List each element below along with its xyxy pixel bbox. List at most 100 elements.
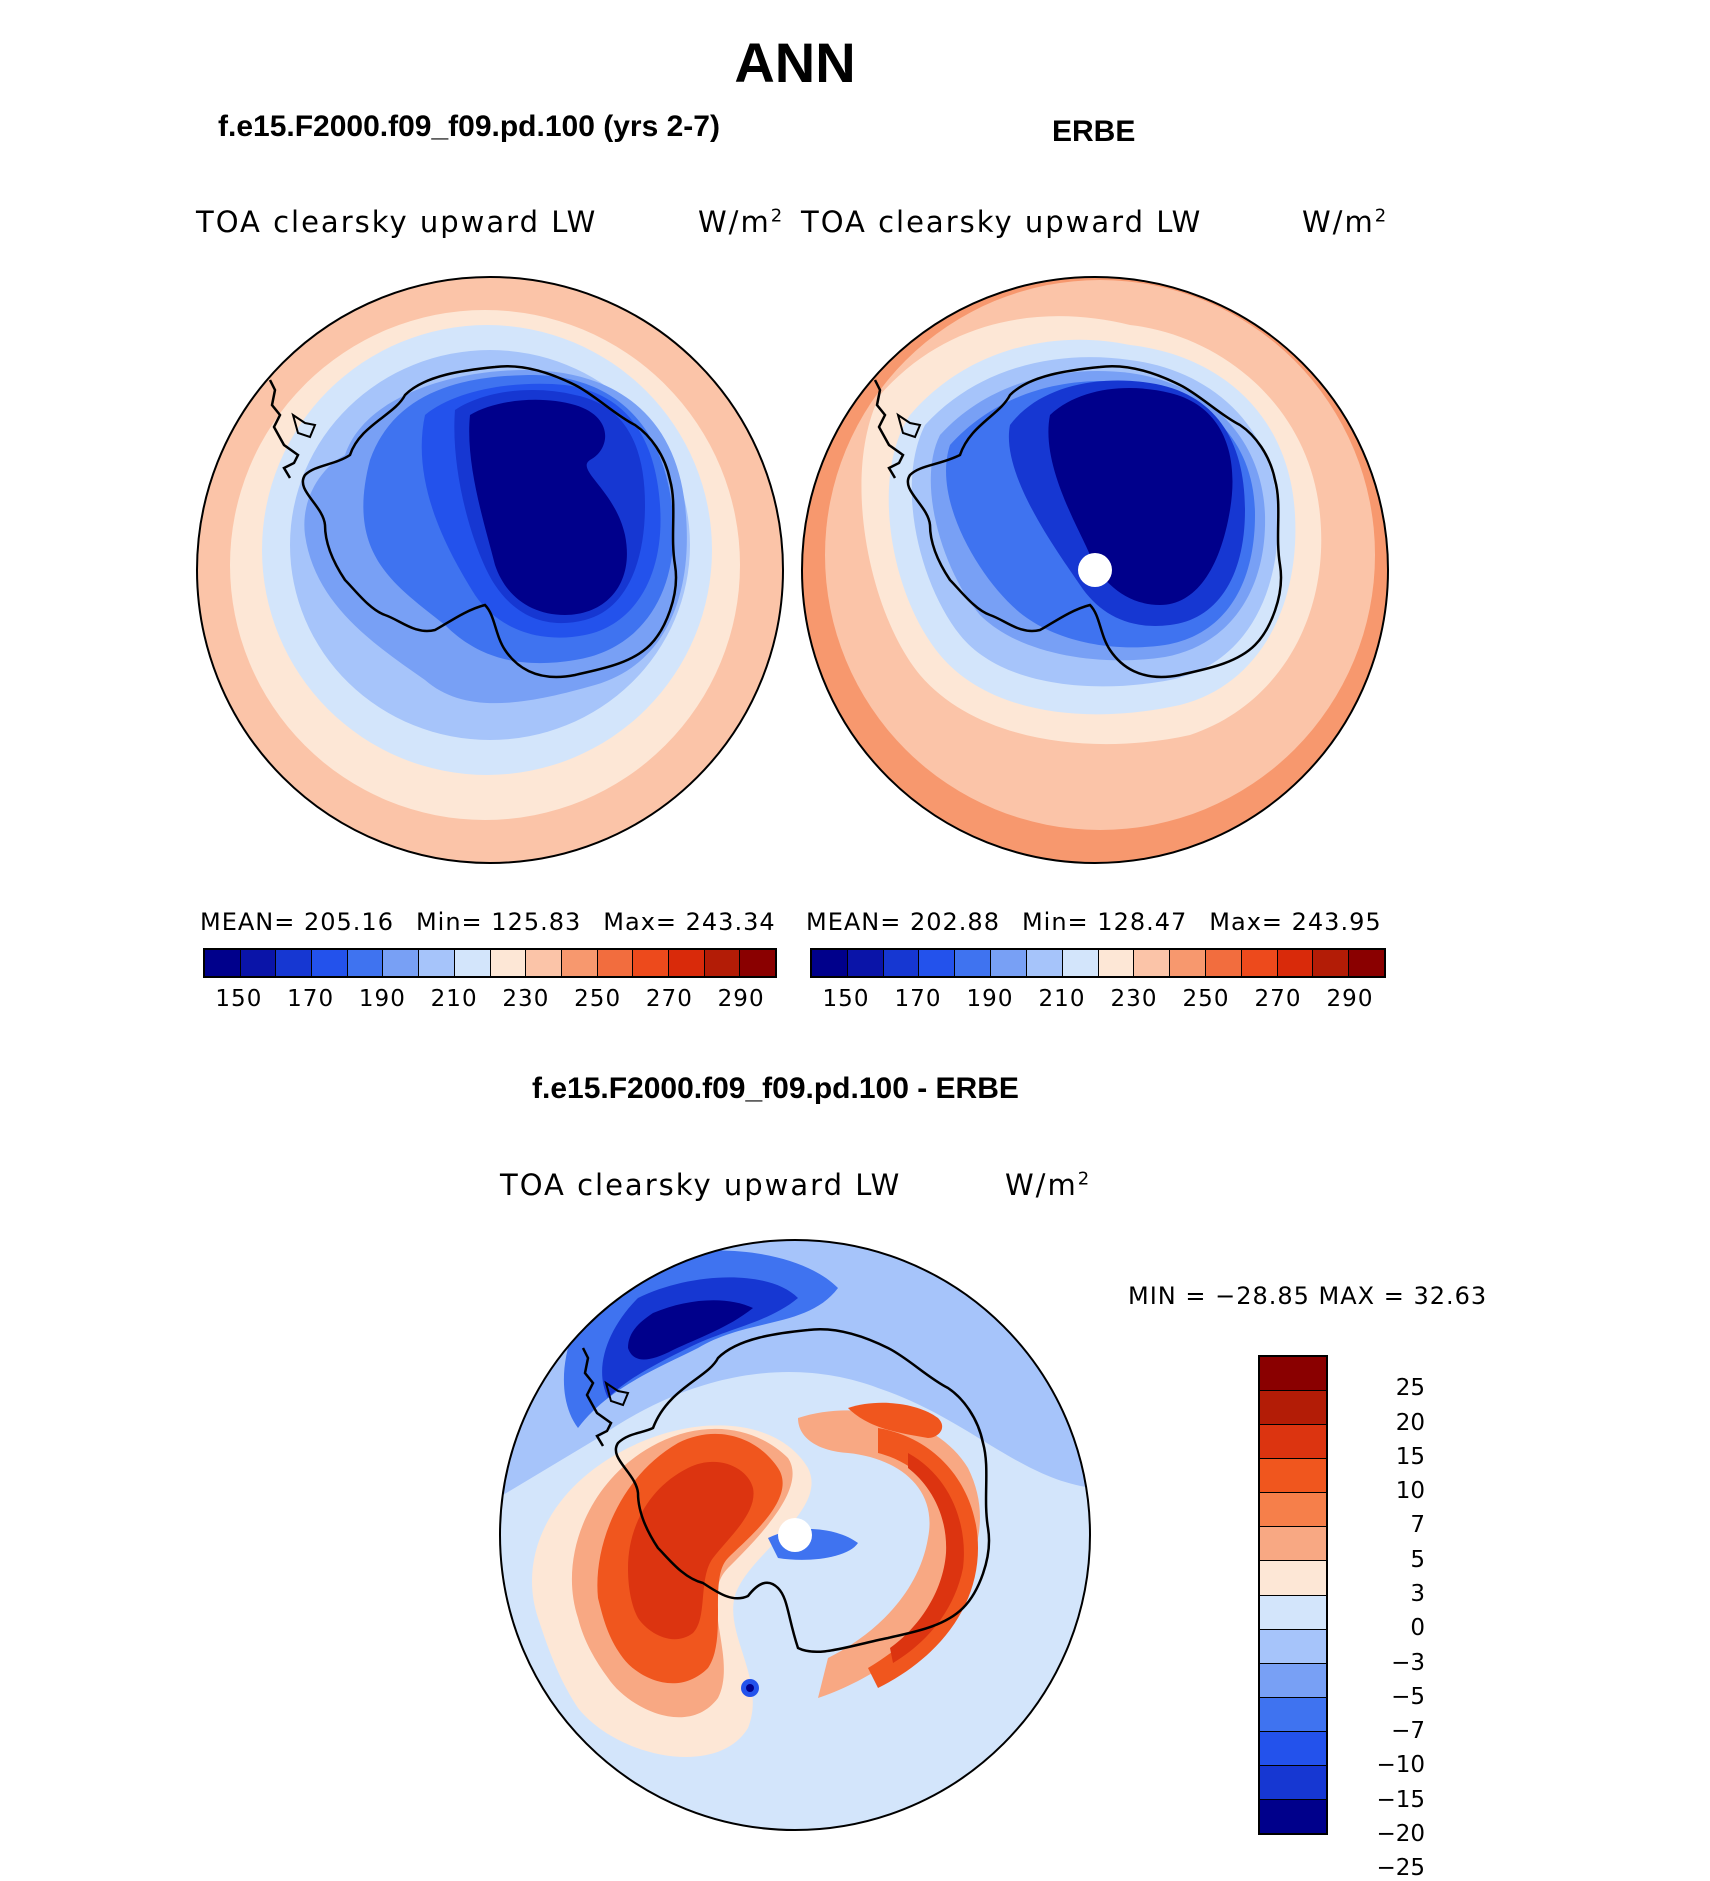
colorbar-swatch (1170, 950, 1206, 976)
obs-colorbar (810, 948, 1386, 978)
colorbar-swatch (276, 950, 313, 976)
colorbar-swatch (1260, 1697, 1326, 1732)
colorbar-tick-label: 230 (502, 986, 550, 1012)
colorbar-tick-label: 250 (1182, 986, 1230, 1012)
diff-polar-map (499, 1239, 1091, 1831)
model-variable-label: TOA clearsky upward LW (196, 205, 598, 239)
colorbar-swatch (1260, 1765, 1326, 1801)
colorbar-tick-label: −15 (1376, 1786, 1425, 1813)
colorbar-swatch (1260, 1459, 1326, 1494)
colorbar-tick-label: −20 (1376, 1821, 1425, 1847)
colorbar-swatch (454, 950, 491, 976)
colorbar-swatch (490, 950, 527, 976)
colorbar-swatch (526, 950, 562, 976)
colorbar-tick-label: 3 (1410, 1581, 1425, 1607)
colorbar-swatch (633, 950, 669, 976)
obs-polar-map (801, 276, 1389, 864)
colorbar-swatch (1313, 950, 1350, 976)
obs-case-title: ERBE (1052, 115, 1136, 148)
colorbar-tick-label: 10 (1395, 1478, 1425, 1505)
colorbar-tick-label: 150 (215, 986, 263, 1012)
obs-mean-value: MEAN= 202.88 (806, 908, 1000, 936)
colorbar-swatch (1098, 950, 1135, 976)
colorbar-tick-label: 230 (1110, 986, 1158, 1012)
colorbar-tick-label: 170 (287, 986, 335, 1012)
colorbar-swatch (991, 950, 1027, 976)
colorbar-tick-label: 7 (1410, 1512, 1425, 1539)
page-title: ANN (734, 31, 856, 94)
colorbar-tick-label: 190 (966, 986, 1014, 1012)
model-max-value: Max= 243.34 (603, 908, 776, 936)
colorbar-swatch (1260, 1357, 1326, 1392)
model-colorbar-ticks: 150 170 190 210 230 250 270 290 (203, 986, 777, 1016)
colorbar-swatch (1260, 1663, 1326, 1698)
colorbar-swatch (1349, 950, 1384, 976)
obs-colorbar-ticks: 150 170 190 210 230 250 270 290 (810, 986, 1386, 1016)
colorbar-tick-label: 270 (1254, 986, 1302, 1012)
diff-case-title: f.e15.F2000.f09_f09.pd.100 - ERBE (532, 1072, 1019, 1105)
diff-variable-label: TOA clearsky upward LW (500, 1168, 902, 1202)
colorbar-tick-label: −3 (1391, 1649, 1425, 1676)
colorbar-swatch (1260, 1493, 1326, 1528)
colorbar-swatch (740, 950, 775, 976)
obs-min-value: Min= 128.47 (1021, 908, 1188, 936)
colorbar-swatch (1260, 1425, 1326, 1460)
diff-units: W/m2 (1005, 1168, 1092, 1202)
colorbar-swatch (955, 950, 992, 976)
model-min-value: Min= 125.83 (415, 908, 582, 936)
model-stats: MEAN= 205.16 Min= 125.83 Max= 243.34 (200, 908, 798, 936)
colorbar-tick-label: 190 (358, 986, 406, 1012)
colorbar-swatch (1241, 950, 1278, 976)
diff-colorbar-ticks: 25 20 15 10 7 5 3 0 −3 −5 −7 −10 −15 −20 −25 (1345, 1355, 1425, 1881)
colorbar-swatch (1277, 950, 1314, 976)
colorbar-swatch (1205, 950, 1242, 976)
colorbar-swatch (1260, 1391, 1326, 1426)
colorbar-tick-label: −10 (1376, 1752, 1425, 1779)
colorbar-tick-label: 150 (822, 986, 870, 1012)
colorbar-swatch (1260, 1629, 1326, 1664)
colorbar-swatch (704, 950, 741, 976)
diff-min-max: MIN = −28.85 MAX = 32.63 (1128, 1282, 1488, 1310)
colorbar-swatch (1026, 950, 1063, 976)
colorbar-swatch (1260, 1527, 1326, 1562)
obs-units: W/m2 (1302, 205, 1389, 239)
colorbar-swatch (847, 950, 884, 976)
model-mean-value: MEAN= 205.16 (200, 908, 394, 936)
colorbar-swatch (1260, 1800, 1326, 1834)
colorbar-swatch (1260, 1731, 1326, 1766)
obs-max-value: Max= 243.95 (1209, 908, 1382, 936)
obs-stats: MEAN= 202.88 Min= 128.47 Max= 243.95 (806, 908, 1404, 936)
colorbar-tick-label: 270 (645, 986, 693, 1012)
colorbar-swatch (1134, 950, 1171, 976)
colorbar-tick-label: 20 (1395, 1409, 1425, 1436)
colorbar-swatch (347, 950, 384, 976)
colorbar-tick-label: 290 (717, 986, 765, 1012)
colorbar-tick-label: −7 (1391, 1718, 1425, 1745)
colorbar-swatch (883, 950, 920, 976)
colorbar-tick-label: 210 (1038, 986, 1086, 1012)
colorbar-swatch (1260, 1561, 1326, 1596)
model-units: W/m2 (698, 205, 785, 239)
diff-colorbar (1258, 1355, 1328, 1835)
colorbar-swatch (561, 950, 598, 976)
colorbar-swatch (205, 950, 241, 976)
colorbar-swatch (1260, 1595, 1326, 1630)
colorbar-swatch (812, 950, 848, 976)
colorbar-swatch (597, 950, 634, 976)
colorbar-tick-label: −5 (1391, 1683, 1425, 1710)
colorbar-tick-label: 210 (430, 986, 478, 1012)
colorbar-tick-label: 5 (1410, 1546, 1425, 1573)
colorbar-swatch (1062, 950, 1099, 976)
model-case-title: f.e15.F2000.f09_f09.pd.100 (yrs 2-7) (218, 110, 720, 143)
colorbar-swatch (668, 950, 705, 976)
model-colorbar (203, 948, 777, 978)
colorbar-tick-label: 290 (1326, 986, 1374, 1012)
colorbar-swatch (240, 950, 277, 976)
obs-variable-label: TOA clearsky upward LW (801, 205, 1203, 239)
colorbar-swatch (383, 950, 420, 976)
colorbar-tick-label: 0 (1410, 1615, 1425, 1642)
colorbar-tick-label: 15 (1395, 1443, 1425, 1470)
colorbar-tick-label: −25 (1376, 1855, 1425, 1881)
colorbar-tick-label: 25 (1395, 1375, 1425, 1402)
colorbar-swatch (312, 950, 348, 976)
